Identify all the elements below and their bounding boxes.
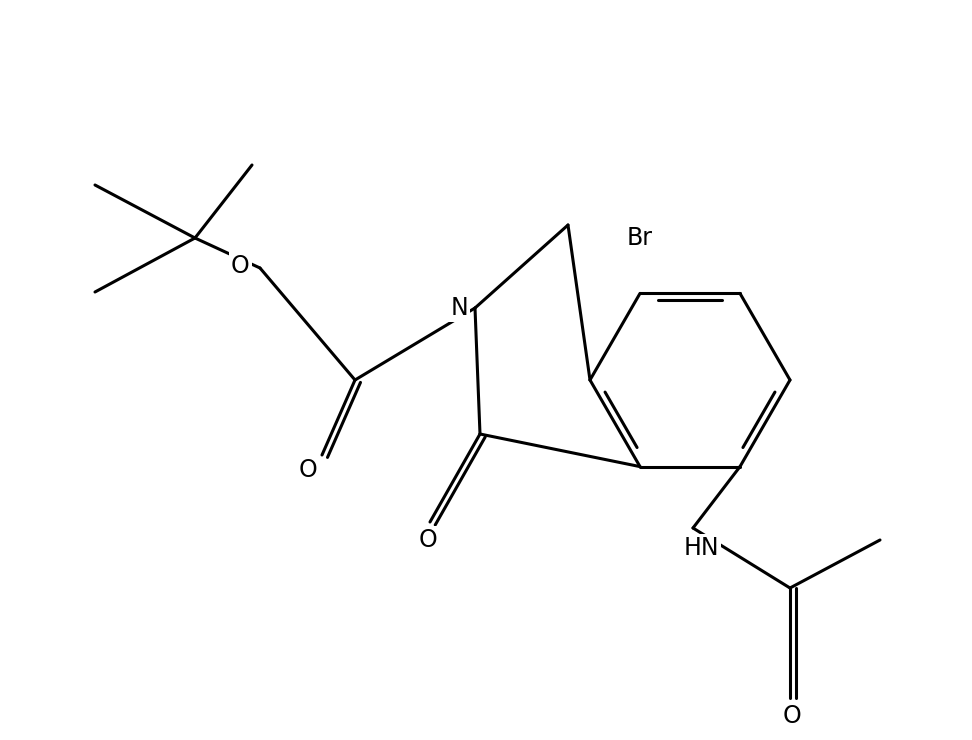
Text: HN: HN — [683, 536, 719, 560]
Text: O: O — [419, 528, 437, 552]
Text: O: O — [230, 254, 250, 278]
Text: N: N — [450, 296, 468, 320]
Text: O: O — [782, 704, 801, 728]
Text: O: O — [298, 458, 318, 482]
Text: Br: Br — [627, 226, 653, 250]
